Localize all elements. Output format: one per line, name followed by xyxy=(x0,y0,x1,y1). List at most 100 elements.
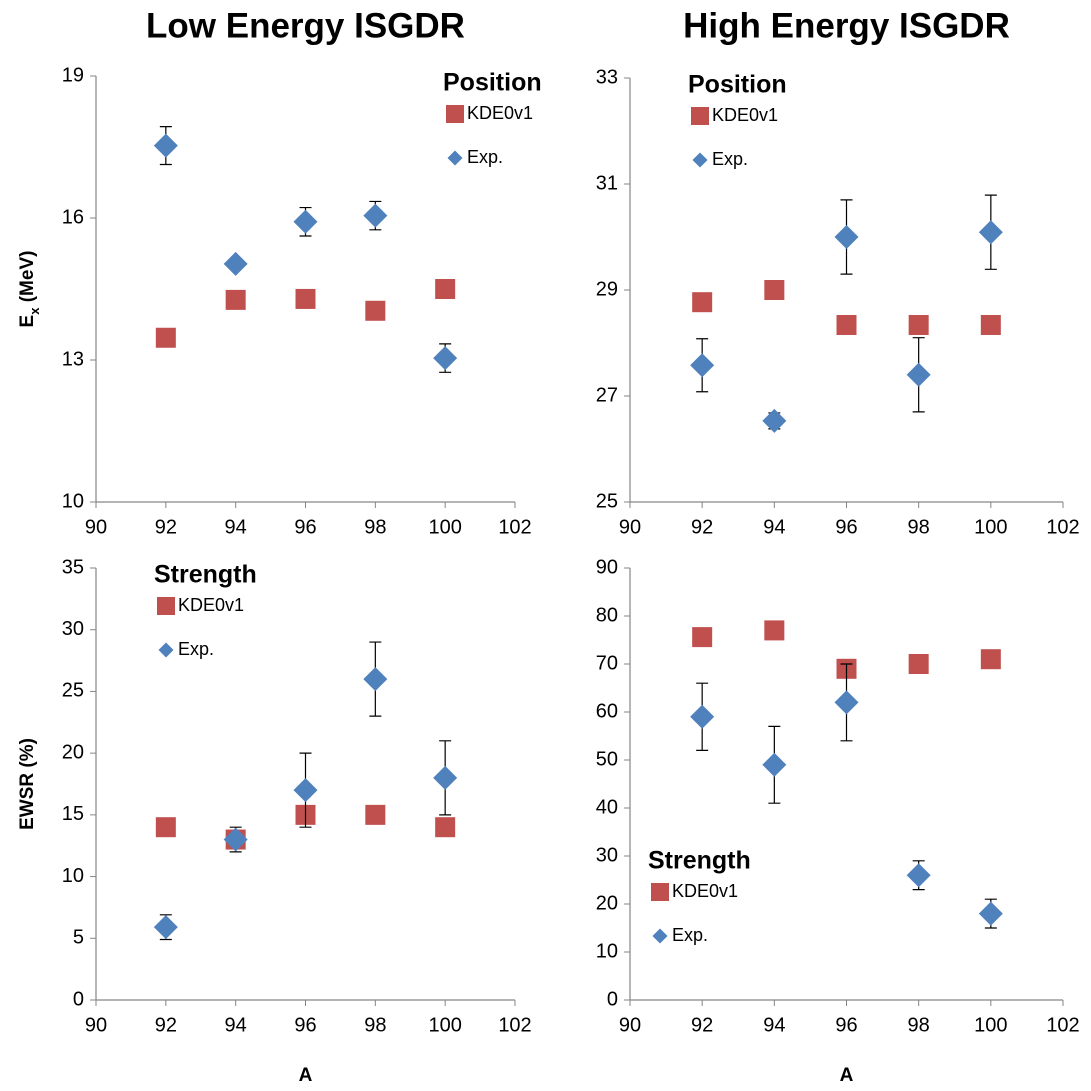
data-point xyxy=(153,133,178,158)
y-axis-label-part: x xyxy=(27,307,42,315)
y-tick-label: 80 xyxy=(596,604,618,626)
y-tick-label: 16 xyxy=(62,206,84,228)
x-tick-label: 98 xyxy=(364,516,386,538)
data-point xyxy=(223,251,248,276)
x-tick-label: 98 xyxy=(908,1014,930,1036)
panel-title: High Energy ISGDR xyxy=(683,6,1010,45)
y-axis-label: Ex (MeV) xyxy=(17,251,42,328)
x-tick-label: 92 xyxy=(691,1014,713,1036)
data-point xyxy=(764,280,785,300)
y-tick-label: 33 xyxy=(596,66,618,88)
y-tick-label: 0 xyxy=(607,988,618,1010)
x-tick-label: 102 xyxy=(498,516,531,538)
y-tick-label: 10 xyxy=(62,490,84,512)
legend-label: KDE0v1 xyxy=(178,595,244,615)
legend-label: Exp. xyxy=(178,639,214,659)
data-point xyxy=(978,901,1003,926)
y-tick-label: 19 xyxy=(62,64,84,86)
data-point xyxy=(764,620,785,641)
y-tick-label: 27 xyxy=(596,384,618,406)
y-tick-label: 30 xyxy=(596,844,618,866)
y-tick-label: 31 xyxy=(596,172,618,194)
legend-label: KDE0v1 xyxy=(672,881,738,901)
x-tick-label: 92 xyxy=(691,516,713,538)
data-point xyxy=(225,289,246,310)
y-tick-label: 35 xyxy=(62,556,84,578)
data-point xyxy=(293,778,318,803)
data-point xyxy=(690,704,715,729)
y-axis-label: EWSR (%) xyxy=(17,738,38,830)
y-tick-label: 13 xyxy=(62,348,84,370)
x-tick-label: 100 xyxy=(974,1014,1007,1036)
data-point xyxy=(223,827,248,852)
x-tick-label: 100 xyxy=(974,516,1007,538)
legend-marker xyxy=(157,597,175,615)
x-tick-label: 90 xyxy=(85,516,107,538)
y-axis-label-part: (MeV) xyxy=(17,251,38,308)
x-tick-label: 90 xyxy=(619,516,641,538)
x-tick-label: 94 xyxy=(763,516,785,538)
data-point xyxy=(435,817,456,838)
y-tick-label: 29 xyxy=(596,278,618,300)
legend-label: Exp. xyxy=(672,925,708,945)
legend-label: KDE0v1 xyxy=(467,103,533,123)
data-point xyxy=(980,649,1001,670)
data-point xyxy=(906,863,931,888)
y-tick-label: 25 xyxy=(596,490,618,512)
x-axis-label: A xyxy=(299,1065,313,1086)
x-tick-label: 92 xyxy=(155,1014,177,1036)
data-point xyxy=(295,288,316,309)
x-tick-label: 96 xyxy=(835,516,857,538)
y-tick-label: 0 xyxy=(73,988,84,1010)
x-tick-label: 96 xyxy=(294,1014,316,1036)
data-point xyxy=(155,817,176,838)
x-tick-label: 102 xyxy=(1046,516,1079,538)
legend-marker xyxy=(446,105,464,123)
legend-label: Exp. xyxy=(467,147,503,167)
y-tick-label: 5 xyxy=(73,927,84,949)
y-tick-label: 40 xyxy=(596,796,618,818)
x-tick-label: 94 xyxy=(225,516,247,538)
legend-title: Position xyxy=(443,69,542,97)
data-point xyxy=(435,279,456,299)
data-point xyxy=(692,627,713,648)
data-point xyxy=(433,765,458,790)
data-point xyxy=(908,314,929,335)
data-point xyxy=(834,690,859,715)
data-point xyxy=(433,346,458,371)
y-tick-label: 10 xyxy=(62,865,84,887)
data-point xyxy=(153,915,178,940)
x-axis-label: A xyxy=(840,1065,854,1086)
y-tick-label: 60 xyxy=(596,700,618,722)
y-tick-label: 25 xyxy=(62,680,84,702)
data-point xyxy=(155,327,176,348)
y-axis-label-part: E xyxy=(17,315,38,328)
data-point xyxy=(762,408,787,433)
y-tick-label: 15 xyxy=(62,803,84,825)
y-tick-label: 70 xyxy=(596,652,618,674)
data-point xyxy=(692,292,713,313)
legend-marker xyxy=(691,107,709,125)
data-point xyxy=(834,225,859,249)
legend-title: Strength xyxy=(154,561,257,589)
legend-marker xyxy=(651,883,669,901)
legend-marker xyxy=(692,152,708,168)
legend-label: Exp. xyxy=(712,149,748,169)
x-tick-label: 90 xyxy=(85,1014,107,1036)
data-point xyxy=(365,804,386,825)
x-tick-label: 96 xyxy=(835,1014,857,1036)
data-point xyxy=(365,300,386,321)
data-point xyxy=(293,209,318,234)
x-tick-label: 100 xyxy=(428,516,461,538)
legend-label: KDE0v1 xyxy=(712,105,778,125)
x-tick-label: 98 xyxy=(908,516,930,538)
data-point xyxy=(980,314,1001,335)
legend-title: Strength xyxy=(648,847,751,875)
y-tick-label: 50 xyxy=(596,748,618,770)
data-point xyxy=(690,353,715,378)
data-point xyxy=(836,314,857,335)
panel-title: Low Energy ISGDR xyxy=(146,6,465,45)
x-tick-label: 94 xyxy=(225,1014,247,1036)
data-point xyxy=(762,752,787,777)
